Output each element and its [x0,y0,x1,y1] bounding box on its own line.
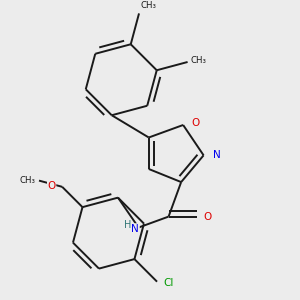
Text: N: N [212,150,220,160]
Text: CH₃: CH₃ [141,1,157,10]
Text: O: O [47,181,56,191]
Text: CH₃: CH₃ [20,176,36,185]
Text: CH₃: CH₃ [191,56,207,65]
Text: O: O [204,212,212,222]
Text: O: O [191,118,200,128]
Text: Cl: Cl [164,278,174,288]
Text: N: N [131,224,139,234]
Text: H: H [124,220,131,230]
